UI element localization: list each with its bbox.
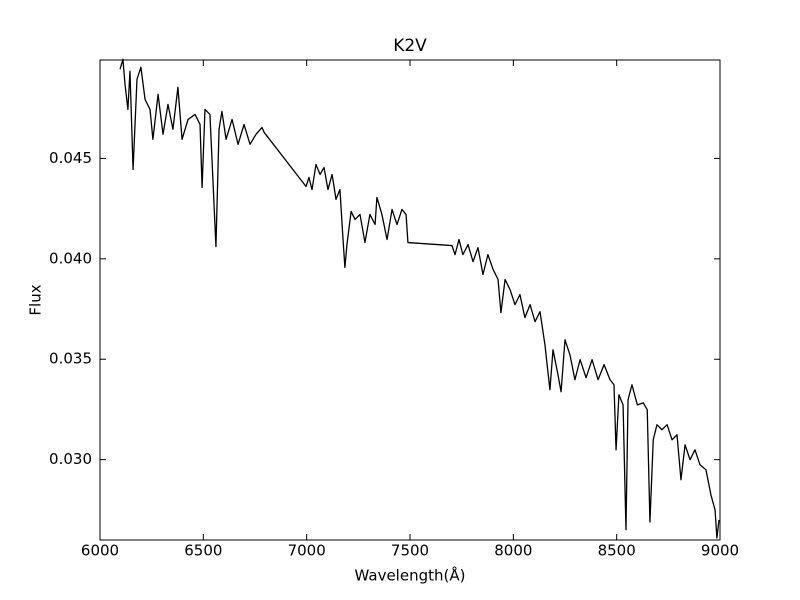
chart-title: K2V xyxy=(393,36,427,56)
y-tick-label: 0.035 xyxy=(49,350,92,368)
plot-frame xyxy=(99,59,721,541)
y-tick-label: 0.040 xyxy=(49,249,92,267)
x-tick-label: 8000 xyxy=(494,542,532,560)
x-tick-label: 7000 xyxy=(288,542,326,560)
x-tick-label: 8500 xyxy=(598,542,636,560)
x-tick-label: 6000 xyxy=(81,542,119,560)
spectrum-line xyxy=(119,58,720,539)
y-axis-label: Flux xyxy=(27,284,45,315)
x-tick-label: 6500 xyxy=(184,542,222,560)
y-tick-label: 0.030 xyxy=(49,450,92,468)
x-tick-label: 9000 xyxy=(701,542,739,560)
x-axis-label: Wavelength(Å) xyxy=(355,566,466,585)
y-tick-label: 0.045 xyxy=(49,149,92,167)
x-tick-label: 7500 xyxy=(391,542,429,560)
